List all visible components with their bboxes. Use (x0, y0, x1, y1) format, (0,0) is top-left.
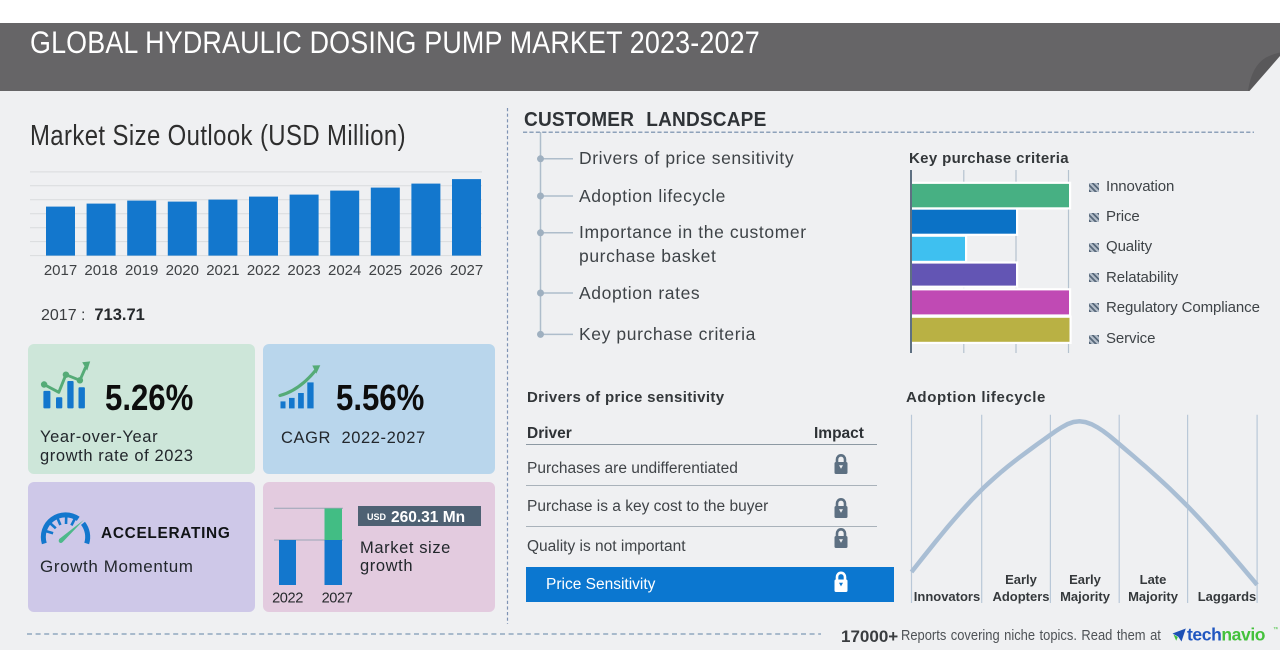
svg-text:™: ™ (1273, 626, 1278, 633)
svg-text:2027: 2027 (322, 591, 353, 606)
svg-text:technavio: technavio (1187, 625, 1265, 645)
svg-text:2022: 2022 (272, 591, 303, 606)
